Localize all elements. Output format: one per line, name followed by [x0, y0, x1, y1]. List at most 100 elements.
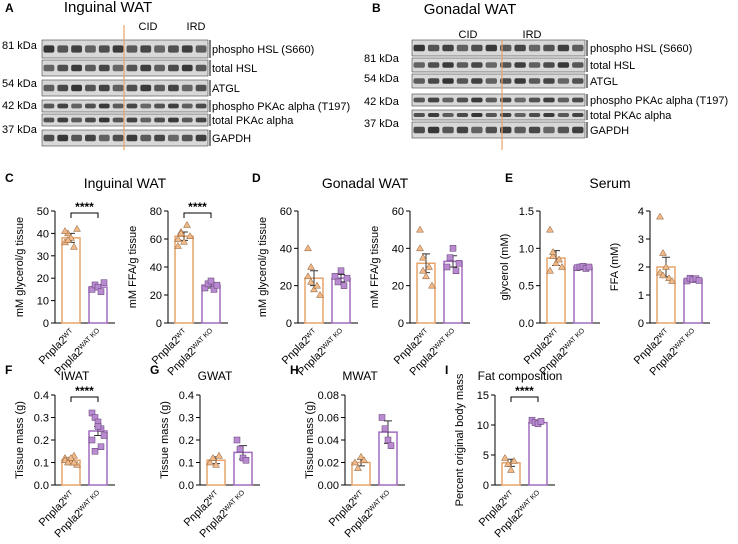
data-point — [174, 235, 182, 242]
blot-band — [528, 44, 541, 52]
blot-strip — [411, 57, 586, 73]
blot-title: Inguinal WAT — [64, 0, 152, 16]
y-tick-label: 0.0 — [34, 480, 49, 492]
significance-label: **** — [188, 200, 207, 214]
data-point — [659, 271, 667, 279]
y-tick-label: 0.04 — [318, 435, 339, 447]
blot-band — [413, 126, 425, 134]
category-sup: WAT KO — [190, 327, 214, 351]
category-sup: WT — [656, 326, 669, 339]
y-tick-label: 0.0 — [519, 318, 534, 330]
y-tick-label: 0 — [156, 318, 162, 330]
data-point — [354, 464, 362, 471]
data-point — [340, 282, 348, 289]
significance-bracket — [183, 212, 212, 218]
blot-band — [181, 117, 193, 123]
blot-band — [43, 45, 55, 53]
blot-strip — [411, 109, 586, 121]
blot-band — [98, 45, 110, 53]
blot-band — [85, 64, 96, 72]
data-point — [186, 232, 194, 239]
group-label: CID — [139, 21, 158, 33]
panel-title: Gonadal WAT — [322, 175, 409, 191]
data-point — [659, 249, 667, 256]
y-tick-label: 0.0 — [179, 480, 194, 492]
data-point — [177, 229, 185, 237]
blot-band — [126, 117, 138, 123]
chart-title: Fat composition — [478, 369, 563, 383]
blot-band — [500, 78, 512, 84]
bar — [61, 237, 81, 324]
blot-band — [98, 103, 110, 109]
blot-band — [471, 97, 483, 103]
data-point — [549, 251, 557, 259]
y-tick-label: 30 — [37, 251, 49, 263]
y-tick-label: 3 — [638, 234, 644, 246]
protein-label: total PKAc alpha — [590, 110, 672, 122]
data-point — [307, 277, 315, 285]
blot-strip — [41, 79, 209, 97]
data-point — [552, 259, 560, 267]
category-sup: WT — [61, 488, 74, 501]
blot-band — [514, 62, 526, 68]
significance-bracket — [70, 212, 99, 218]
blot-band — [71, 64, 82, 72]
data-point — [334, 278, 342, 286]
blot-band — [154, 117, 165, 123]
data-point — [555, 255, 563, 263]
blot-band — [442, 44, 454, 52]
blot-band — [181, 84, 193, 92]
data-point — [504, 460, 512, 467]
blot-band — [557, 97, 570, 103]
data-point — [316, 291, 324, 298]
blot-band — [557, 62, 570, 68]
category-sup: WAT KO — [77, 489, 101, 513]
protein-label: phospho PKAc alpha (T197) — [590, 95, 728, 107]
y-tick-label: 1.0 — [519, 243, 534, 255]
blot-band — [557, 126, 570, 134]
blot-band — [98, 117, 110, 123]
blot-band — [71, 134, 82, 142]
y-axis-label: mM glycerol/g tissue — [257, 217, 269, 317]
blot-band — [57, 117, 69, 123]
blot-band — [500, 113, 512, 117]
blot-band — [485, 78, 497, 84]
data-point — [501, 454, 509, 461]
blot-band — [514, 78, 526, 84]
blot-band — [71, 117, 82, 123]
y-tick-label: 20 — [280, 281, 292, 293]
blot-band — [154, 45, 165, 53]
chart-title: IWAT — [61, 369, 90, 383]
blot-band — [514, 126, 526, 134]
blot-band — [195, 117, 207, 123]
y-tick-label: 20 — [392, 281, 404, 293]
y-axis-label: Tissue mass (g) — [159, 401, 171, 479]
y-tick-label: 20 — [37, 273, 49, 285]
significance-label: **** — [75, 384, 94, 398]
significance-label: **** — [75, 200, 94, 214]
data-point — [88, 436, 96, 444]
category-sup: WT — [546, 326, 559, 339]
blot-band — [456, 44, 469, 52]
blot-band — [71, 103, 82, 109]
protein-label: GAPDH — [212, 133, 251, 145]
blot-band — [557, 44, 570, 52]
panel-letter: D — [252, 171, 261, 185]
blot-band — [456, 78, 469, 84]
blot-band — [514, 44, 526, 52]
data-point — [64, 458, 72, 466]
data-point — [416, 244, 424, 252]
kda-label: 37 kDa — [2, 124, 38, 136]
group-label: IRD — [523, 29, 542, 41]
bar — [528, 421, 548, 486]
y-tick-label: 60 — [150, 234, 162, 246]
y-tick-label: 1.5 — [519, 206, 534, 218]
y-tick-label: 80 — [150, 206, 162, 218]
blot-band — [168, 103, 179, 109]
data-point — [180, 237, 188, 245]
blot-band — [140, 84, 152, 92]
blot-band — [485, 126, 497, 134]
y-tick-label: 0.2 — [34, 435, 49, 447]
blot-title: Gonadal WAT — [424, 1, 517, 18]
blot-band — [126, 45, 138, 53]
